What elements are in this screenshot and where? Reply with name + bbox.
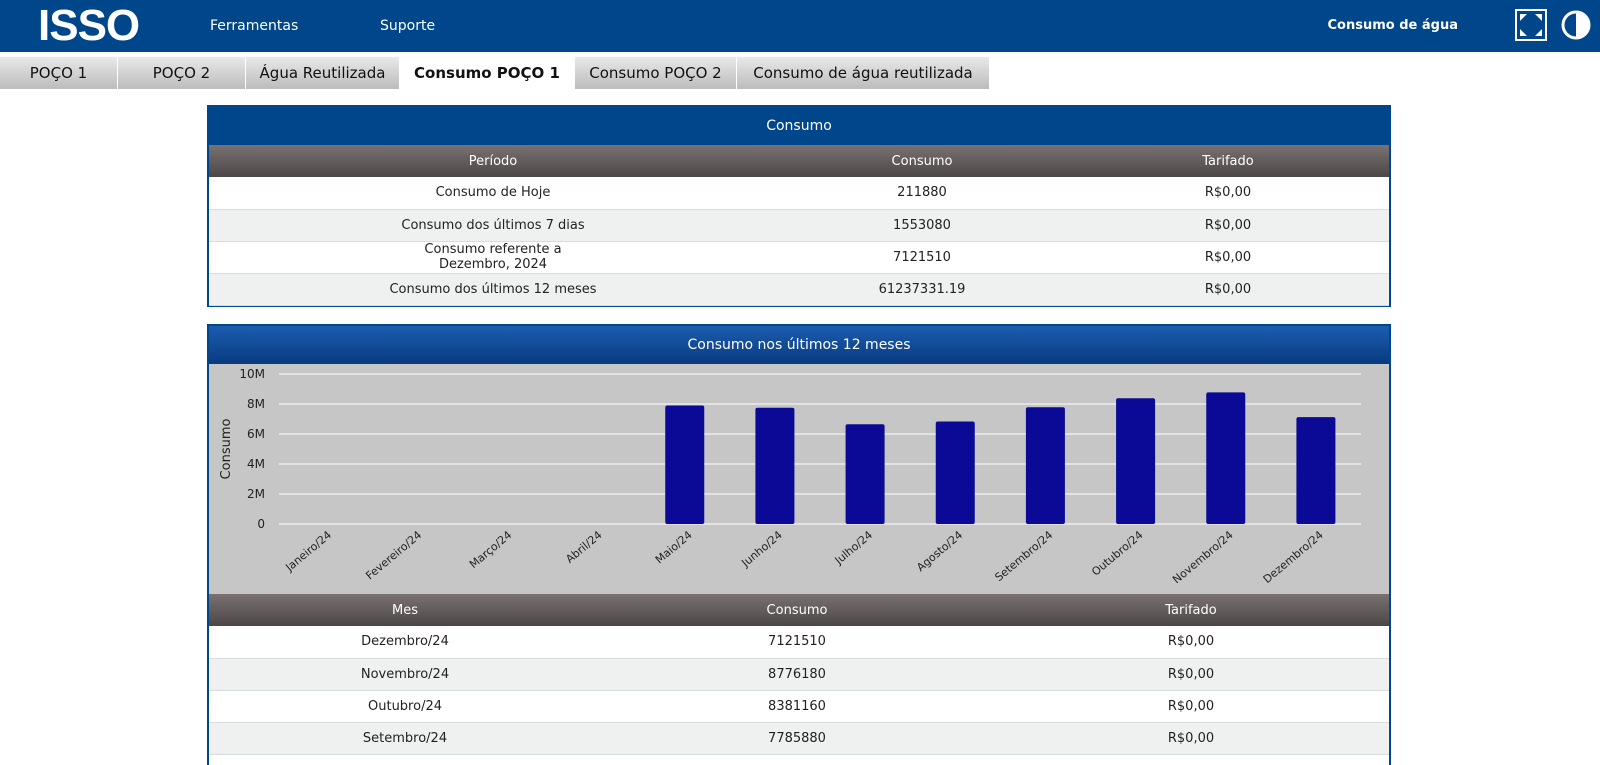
tab-poco-2[interactable]: POÇO 2 [118,57,246,89]
table-row: Consumo de Hoje 211880 R$0,00 [209,177,1389,210]
consumo-cell: 8776180 [601,658,993,691]
bar [1296,417,1336,524]
consumo-cell: 7785880 [601,722,993,755]
y-tick-label: 6M [247,427,265,441]
tarifado-cell: R$0,00 [1067,177,1389,210]
x-tick-label: Maio/24 [653,528,695,566]
tarifado-cell: R$0,00 [1067,273,1389,306]
tab-consumo-poco-2[interactable]: Consumo POÇO 2 [575,57,737,89]
mes-cell: Setembro/24 [209,722,601,755]
mes-cell: Dezembro/24 [209,626,601,659]
consumo-panel: Consumo Período Consumo Tarifado Consumo… [207,105,1391,307]
x-tick-label: Junho/24 [738,528,784,570]
col-tarifado: Tarifado [993,594,1389,626]
tarifado-cell: R$0,00 [993,626,1389,659]
table-row: Novembro/24 8776180 R$0,00 [209,658,1389,691]
consumo-cell: 211880 [777,177,1067,210]
mes-cell: Novembro/24 [209,658,601,691]
tab-consumo-poco-1[interactable]: Consumo POÇO 1 [400,57,575,89]
tab-agua-reutilizada[interactable]: Água Reutilizada [246,57,400,89]
nav-suporte[interactable]: Suporte [380,18,436,34]
consumo-table: Período Consumo Tarifado Consumo de Hoje… [209,145,1389,306]
consumo-chart: 0 2M 4M 6M 8M 10M Consumo Janeiro/24 Fevereiro/2… [209,364,1389,594]
ultimos-12-meses-title: Consumo nos últimos 12 meses [209,326,1389,364]
tarifado-cell: R$0,00 [993,722,1389,755]
ultimos-12-meses-panel: Consumo nos últimos 12 meses 0 2M 4M 6M 8M 10… [207,324,1391,765]
table-row: Outubro/24 8381160 R$0,00 [209,690,1389,723]
table-row: Consumo referente a Dezembro, 2024 71215… [209,241,1389,274]
tarifado-cell: R$0,00 [1067,209,1389,242]
x-tick-label: Setembro/24 [992,528,1055,584]
consumo-cell: 1553080 [777,209,1067,242]
x-tick-label: Outubro/24 [1089,528,1145,578]
nav-ferramentas[interactable]: Ferramentas [210,18,299,34]
bar [1206,392,1246,524]
col-periodo: Período [209,145,777,177]
periodo-line-2: Dezembro, 2024 [438,257,548,272]
table-row: Dezembro/24 7121510 R$0,00 [209,626,1389,659]
consumo-cell: 61237331.19 [777,273,1067,306]
bar [1025,407,1065,524]
bar [755,407,795,524]
y-tick-label: 2M [247,487,265,501]
consumo-cell: 7121510 [601,626,993,659]
periodo-cell: Consumo de Hoje [209,177,777,210]
tab-consumo-agua-reutilizada[interactable]: Consumo de água reutilizada [737,57,990,89]
tarifado-cell: R$0,00 [1067,241,1389,274]
bar [1116,398,1156,524]
y-tick-label: 4M [247,457,265,471]
bar [845,424,885,524]
fullscreen-icon[interactable] [1515,9,1547,41]
col-tarifado: Tarifado [1067,145,1389,177]
table-row: Setembro/24 7785880 R$0,00 [209,722,1389,755]
x-tick-label: Abril/24 [563,528,604,566]
x-tick-label: Julho/24 [832,528,875,567]
tarifado-cell: R$0,00 [993,690,1389,723]
logo[interactable]: ISSO [38,1,140,50]
consumo-title: Consumo [209,107,1389,145]
x-tick-label: Agosto/24 [914,528,965,574]
x-tick-label: Março/24 [467,528,514,571]
table-row: Consumo dos últimos 12 meses 61237331.19… [209,273,1389,306]
periodo-cell: Consumo referente a Dezembro, 2024 [209,241,777,274]
bar [665,405,705,524]
consumo-cell: 7121510 [777,241,1067,274]
col-consumo: Consumo [601,594,993,626]
y-tick-label: 8M [247,397,265,411]
x-tick-label: Fevereiro/24 [363,528,424,582]
page-title: Consumo de água [1327,18,1458,33]
y-tick-label: 10M [239,367,265,381]
x-tick-label: Novembro/24 [1170,528,1236,586]
y-tick-label: 0 [257,517,265,531]
table-row: Consumo dos últimos 7 dias 1553080 R$0,0… [209,209,1389,242]
tarifado-cell: R$0,00 [993,658,1389,691]
y-axis-label: Consumo [219,419,234,480]
x-tick-label: Janeiro/24 [282,528,334,574]
consumo-chart-svg: 0 2M 4M 6M 8M 10M Consumo Janeiro/24 Fevereiro/2… [219,367,1361,586]
periodo-cell: Consumo dos últimos 12 meses [209,273,777,306]
top-bar: ISSO Ferramentas Suporte Consumo de água [0,0,1600,52]
periodo-line-1: Consumo referente a [424,242,562,257]
tab-bar: POÇO 1 POÇO 2 Água Reutilizada Consumo P… [0,57,990,89]
periodo-cell: Consumo dos últimos 7 dias [209,209,777,242]
mes-table: Mes Consumo Tarifado Dezembro/24 7121510… [209,594,1389,755]
consumo-cell: 8381160 [601,690,993,723]
bar [935,421,975,524]
x-tick-label: Dezembro/24 [1261,528,1326,586]
col-mes: Mes [209,594,601,626]
tab-poco-1[interactable]: POÇO 1 [0,57,118,89]
col-consumo: Consumo [777,145,1067,177]
mes-cell: Outubro/24 [209,690,601,723]
contrast-icon[interactable] [1560,9,1592,41]
